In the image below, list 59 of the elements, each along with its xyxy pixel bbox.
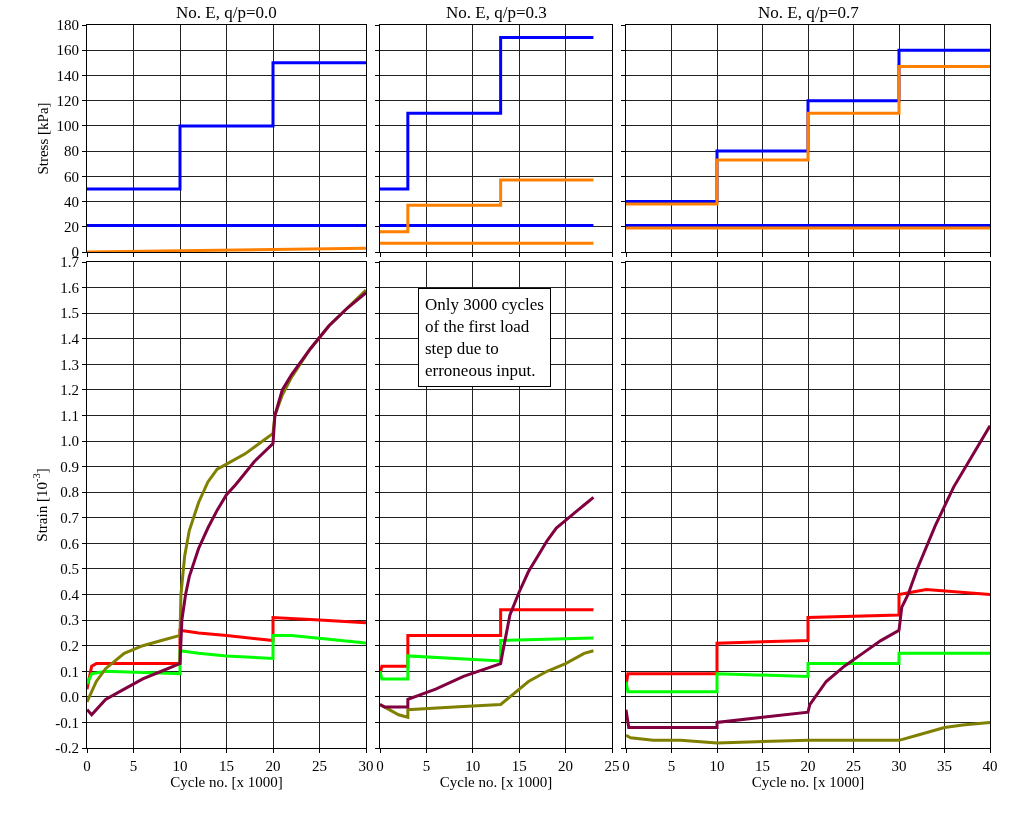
annotation: Only 3000 cycles of the first load step due to erroneous input.	[425, 295, 544, 381]
y-tick-label: 1.4	[60, 330, 80, 347]
y-tick-label: 120	[56, 92, 79, 109]
x-tick-label: 5	[129, 758, 138, 774]
x-tick-label: 15	[219, 758, 234, 774]
x-tick-label: 20	[558, 758, 574, 774]
y-tick-label: 0.5	[60, 561, 79, 578]
y-tick-label: 160	[56, 42, 79, 59]
x-tick-label: 15	[755, 758, 770, 774]
y-tick-label: 0.3	[60, 612, 79, 629]
x-tick-label: 30	[358, 758, 374, 774]
y-tick-label: 1.6	[60, 279, 80, 296]
y-tick-label: 1.3	[60, 356, 79, 373]
x-tick-label: 10	[465, 758, 481, 774]
y-tick-label: 0.1	[60, 663, 79, 680]
y-tick-label: 20	[64, 219, 79, 236]
y-tick-label: 40	[64, 193, 79, 210]
y-tick-label: 1.0	[60, 433, 79, 450]
x-tick-label: 10	[172, 758, 188, 774]
y-tick-label: 1.2	[60, 382, 79, 399]
x-tick-label: 0	[376, 758, 384, 774]
chart-title: No. E, q/p=0.0	[176, 3, 277, 22]
x-tick-label: 25	[312, 758, 327, 774]
y-tick-label: -0.1	[55, 714, 79, 731]
y-tick-label: 180	[56, 17, 79, 34]
y-tick-label: 0.0	[60, 689, 79, 706]
y-tick-label: 0.9	[60, 458, 79, 475]
y-tick-label: 0.4	[60, 586, 80, 603]
y-tick-label: 0.8	[60, 484, 79, 501]
chart-title: No. E, q/p=0.7	[758, 3, 860, 22]
y-tick-label: 60	[64, 168, 79, 185]
chart-title: No. E, q/p=0.3	[446, 3, 547, 22]
y-tick-label: 0.6	[60, 535, 80, 552]
y-tick-label: 0.7	[60, 510, 80, 527]
y-tick-label: 140	[56, 67, 79, 84]
y-tick-label: 100	[56, 118, 79, 135]
x-tick-label: 5	[667, 758, 676, 774]
x-axis-title: Cycle no. [x 1000]	[170, 774, 283, 790]
x-tick-label: 0	[83, 758, 91, 774]
y-tick-label: 0.2	[60, 637, 79, 654]
x-tick-label: 20	[800, 758, 816, 774]
x-tick-label: 15	[511, 758, 527, 774]
y-tick-label: 1.5	[60, 305, 79, 322]
x-tick-label: 5	[422, 758, 431, 774]
x-tick-label: 40	[982, 758, 998, 774]
y-tick-label: 80	[64, 143, 79, 160]
x-tick-label: 20	[265, 758, 281, 774]
y-tick-label: 1.1	[60, 407, 79, 424]
y-axis-title: Stress [kPa]	[34, 102, 51, 175]
y-tick-label: -0.2	[55, 740, 79, 757]
x-tick-label: 30	[891, 758, 907, 774]
line-series	[87, 633, 366, 686]
x-tick-label: 35	[937, 758, 952, 774]
x-axis-title: Cycle no. [x 1000]	[439, 774, 553, 790]
x-axis-title: Cycle no. [x 1000]	[751, 774, 865, 790]
x-tick-label: 10	[709, 758, 725, 774]
x-tick-label: 25	[846, 758, 861, 774]
x-tick-label: 0	[622, 758, 630, 774]
x-tick-label: 25	[604, 758, 620, 774]
